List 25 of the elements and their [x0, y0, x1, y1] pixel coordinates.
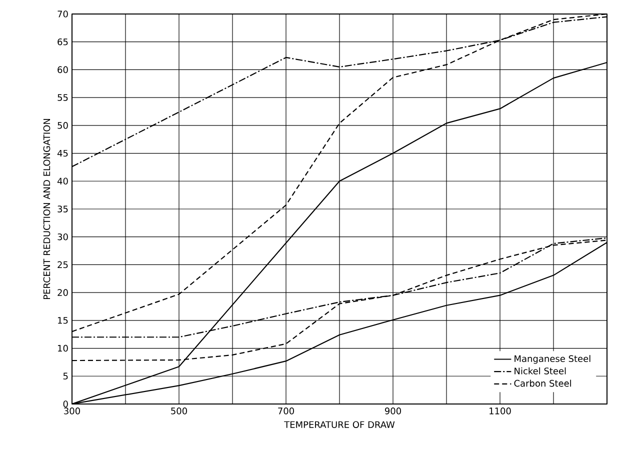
y-tick-label: 40 [57, 178, 68, 185]
x-tick-label: 1100 [490, 408, 511, 414]
y-tick-label: 70 [58, 10, 68, 18]
y-tick-label: 45 [57, 150, 68, 157]
legend-label: Carbon Steel [514, 380, 571, 387]
x-tick-label: 700 [278, 408, 294, 414]
y-tick-label: 0 [63, 400, 68, 408]
y-axis-title: PERCENT REDUCTION AND ELONGATION [43, 118, 50, 300]
y-tick-label: 60 [58, 66, 68, 74]
legend-label: Manganese Steel [514, 355, 590, 364]
y-tick-label: 15 [58, 317, 68, 324]
y-tick-label: 30 [58, 233, 68, 240]
x-axis-title: TEMPERATURE OF DRAW [284, 421, 395, 428]
y-tick-label: 55 [58, 94, 68, 101]
y-tick-label: 65 [58, 38, 68, 46]
x-tick-label: 300 [64, 408, 80, 414]
y-tick-label: 35 [58, 206, 68, 212]
y-tick-label: 25 [58, 261, 68, 268]
y-tick-label: 10 [58, 344, 68, 352]
x-tick-label: 900 [384, 408, 401, 414]
y-tick-label: 20 [58, 289, 68, 296]
y-tick-label: 5 [63, 372, 68, 380]
y-tick-label: 50 [58, 122, 68, 129]
x-tick-label: 500 [171, 408, 187, 414]
legend-label: Nickel Steel [514, 367, 566, 374]
